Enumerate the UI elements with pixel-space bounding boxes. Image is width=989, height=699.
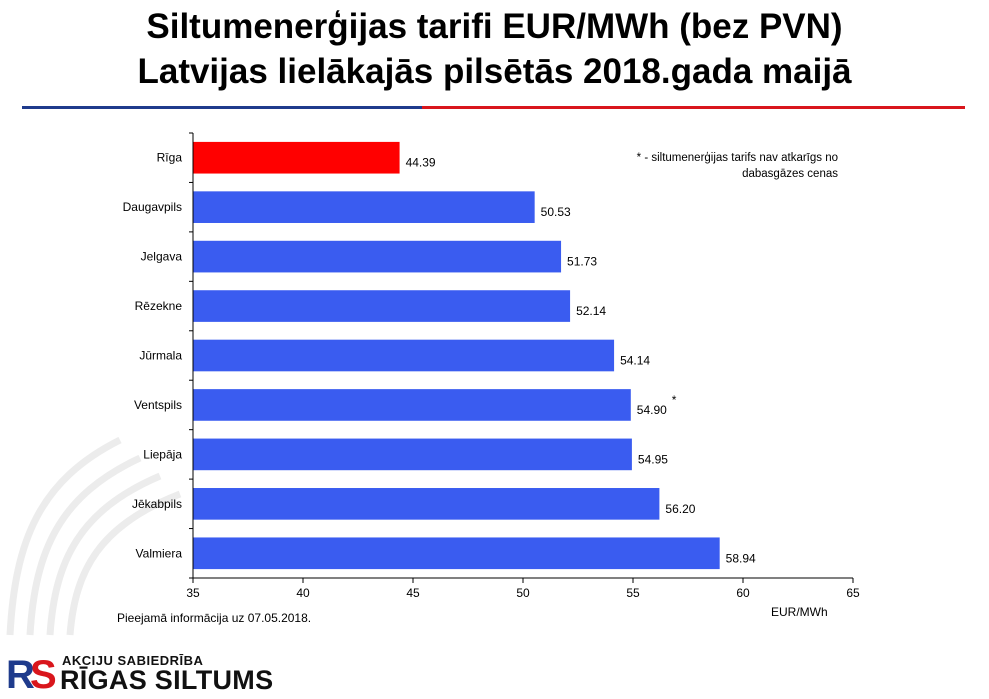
category-label: Rēzekne	[135, 299, 183, 313]
source-note: Pieejamā informācija uz 07.05.2018.	[117, 611, 312, 625]
x-tick-label: 40	[296, 586, 310, 600]
header-rule-red	[422, 106, 965, 109]
header-rule-blue	[22, 106, 422, 109]
bar-2	[193, 240, 562, 273]
logo-subtitle: AKCIJU SABIEDRĪBA	[62, 653, 204, 668]
category-label: Liepāja	[143, 447, 182, 461]
bar-7	[193, 488, 660, 520]
chart-title: Siltumenerģijas tarifi EUR/MWh (bez PVN)…	[0, 4, 989, 94]
bar-4	[193, 339, 615, 372]
value-label: 54.14	[620, 354, 650, 368]
x-axis-label: EUR/MWh	[771, 605, 828, 619]
title-line-2: Latvijas lielākajās pilsētās 2018.gada m…	[137, 52, 852, 91]
category-label: Jūrmala	[139, 349, 182, 363]
x-tick-label: 60	[736, 586, 750, 600]
svg-text:R: R	[6, 653, 35, 692]
value-label: 52.14	[576, 304, 606, 318]
x-tick-label: 65	[846, 586, 860, 600]
chart-footnote: * - siltumenerģijas tarifs nav atkarīgs …	[636, 152, 838, 180]
bar-1	[193, 191, 535, 223]
bar-8	[193, 537, 720, 570]
category-label: Rīga	[157, 151, 183, 165]
category-label: Ventspils	[134, 398, 182, 412]
svg-text:S: S	[30, 653, 57, 692]
footnote-marker: *	[672, 393, 677, 407]
axes-group: Rīga Daugavpils Jelgava Rēzekne Jūrmala Vents…	[123, 132, 860, 600]
title-line-1: Siltumenerģijas tarifi EUR/MWh (bez PVN)	[146, 7, 843, 46]
value-label: 44.39	[406, 156, 436, 170]
x-tick-label: 45	[406, 586, 420, 600]
bar-5	[193, 389, 631, 421]
value-label: 54.90	[637, 403, 667, 417]
rigas-siltums-logo-icon: R S	[6, 653, 57, 692]
category-label: Jēkabpils	[132, 497, 182, 511]
bar-0	[193, 141, 400, 174]
bar-6	[193, 438, 632, 471]
logo-name: RĪGAS SILTUMS	[60, 665, 274, 695]
decorative-swoosh-icon	[6, 436, 182, 636]
value-label: 54.95	[638, 452, 668, 466]
value-label: 51.73	[567, 255, 597, 269]
bar-3	[193, 290, 571, 322]
category-label: Jelgava	[141, 250, 183, 264]
category-label: Daugavpils	[123, 200, 182, 214]
x-tick-label: 55	[626, 586, 640, 600]
value-label: 58.94	[726, 551, 756, 565]
category-label: Valmiera	[136, 546, 183, 560]
value-label: 50.53	[541, 205, 571, 219]
x-tick-label: 50	[516, 586, 530, 600]
value-label: 56.20	[665, 502, 695, 516]
x-tick-label: 35	[186, 586, 200, 600]
bars-group: 44.39 50.53 51.73 52.14 54.14 54.90 * 54.95 56.2…	[193, 141, 756, 570]
